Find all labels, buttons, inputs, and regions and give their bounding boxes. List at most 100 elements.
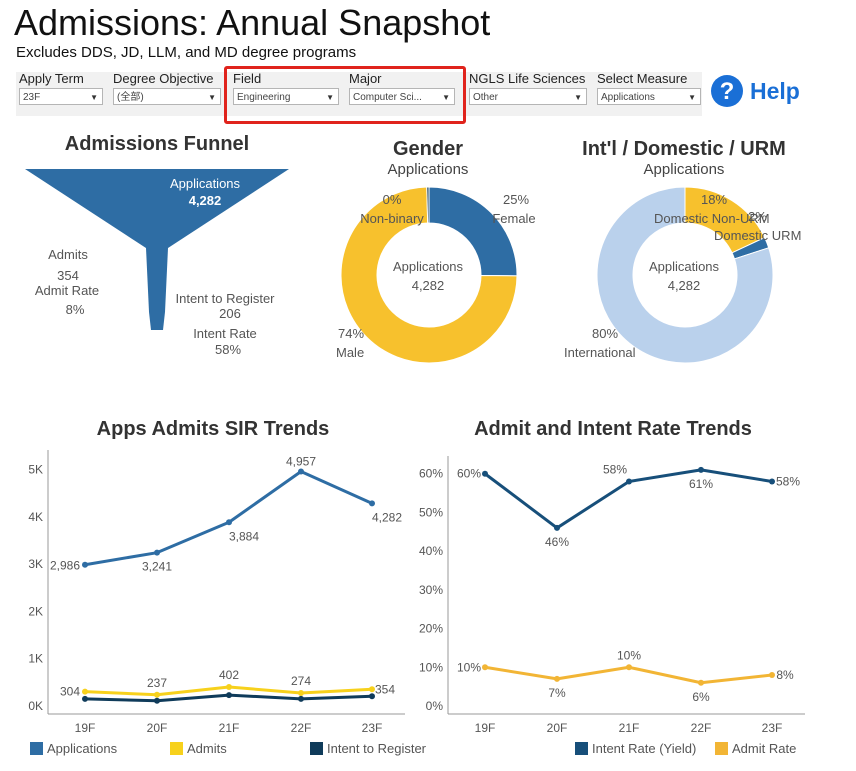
data-point[interactable] [226,692,232,699]
data-point[interactable] [482,470,488,477]
funnel-applications-value: 4,282 [188,193,222,208]
select-measure-dropdown[interactable]: Applications ▼ [597,88,701,105]
y-tick-label: 2K [28,604,43,618]
filter-label: Field [233,71,262,86]
data-point[interactable] [769,672,775,679]
dropdown-value: (全部) [117,92,144,103]
funnel-intent-value: 206 [219,306,241,321]
gender-subtitle: Applications [387,161,469,178]
data-point[interactable] [369,693,375,700]
data-point[interactable] [298,690,304,697]
intl-center-label: Applications [648,259,720,274]
data-label: 46% [545,535,569,549]
intl-slice-international[interactable] [596,186,774,364]
filter-major[interactable]: Major Computer Sci... ▼ [346,70,458,105]
dropdown-value: Computer Sci... [353,92,422,103]
ngls-dropdown[interactable]: Other ▼ [469,88,587,105]
funnel-applications-segment [25,169,289,248]
data-label: 8% [776,668,794,682]
funnel-admits-label: Admits [48,247,88,262]
funnel-admit-rate-value: 8% [65,302,85,317]
data-point[interactable] [554,675,560,682]
apps-trend-title: Apps Admits SIR Trends [96,418,330,440]
gender-donut-chart [340,186,518,364]
data-label: 3,884 [229,529,259,543]
filter-ngls-life-sciences[interactable]: NGLS Life Sciences Other ▼ [466,70,590,105]
data-point[interactable] [226,519,232,526]
data-point[interactable] [82,695,88,702]
y-tick-label: 10% [419,660,443,674]
filter-apply-term[interactable]: Apply Term 23F ▼ [16,70,106,105]
y-tick-label: 40% [419,544,443,558]
data-label: 354 [375,682,395,696]
data-point[interactable] [626,478,632,485]
y-tick-label: 1K [28,652,43,666]
dropdown-arrow-icon: ▼ [442,93,450,102]
data-point[interactable] [154,549,160,556]
legend-label: Admit Rate [732,741,797,756]
x-tick-label: 23F [762,721,783,735]
data-label: 237 [147,676,167,690]
gender-center-label: Applications [392,259,464,274]
data-label: 6% [692,690,710,704]
funnel-intent-segment [149,312,165,330]
data-label: 10% [617,648,641,662]
apply-term-dropdown[interactable]: 23F ▼ [19,88,103,105]
filter-label: Degree Objective [113,71,214,86]
data-point[interactable] [369,500,375,507]
dropdown-arrow-icon: ▼ [574,93,582,102]
degree-objective-dropdown[interactable]: (全部) ▼ [113,88,221,105]
gender-slice-male[interactable] [340,186,518,364]
filter-label: Select Measure [597,71,688,86]
gender-female-pct: 25% [502,192,530,207]
intl-title: Int'l / Domestic / URM [582,138,786,160]
funnel-intent-label: Intent to Register [175,291,275,306]
data-label: 60% [457,467,481,481]
major-dropdown[interactable]: Computer Sci... ▼ [349,88,455,105]
data-label: 4,957 [286,454,316,468]
gender-nonbinary-pct: 0% [382,192,402,207]
gender-male-label: Male [336,345,365,360]
data-point[interactable] [226,683,232,690]
data-point[interactable] [298,468,304,475]
dropdown-value: Other [473,92,499,103]
legend-label: Admits [187,741,227,756]
legend-swatch [170,742,183,755]
data-point[interactable] [482,664,488,671]
data-point[interactable] [554,524,560,531]
data-label: 2,986 [50,559,80,573]
intl-subtitle: Applications [643,161,725,178]
gender-male-pct: 74% [338,326,365,341]
x-tick-label: 19F [475,721,496,735]
data-label: 4,282 [372,510,402,524]
field-dropdown[interactable]: Engineering ▼ [233,88,339,105]
legend-swatch [310,742,323,755]
x-tick-label: 19F [75,721,96,735]
data-label: 304 [60,685,80,699]
help-button[interactable]: ? Help [710,74,800,108]
data-point[interactable] [154,691,160,698]
data-point[interactable] [298,695,304,702]
data-point[interactable] [154,697,160,704]
help-label: Help [750,77,800,104]
data-point[interactable] [82,561,88,568]
legend-label: Intent to Register [327,741,426,756]
data-label: 58% [776,474,800,488]
series-line-applications[interactable] [84,469,373,567]
data-point[interactable] [698,679,704,686]
filter-select-measure[interactable]: Select Measure Applications ▼ [594,70,704,105]
y-tick-label: 20% [419,622,443,636]
gender-female-label: Female [492,211,536,226]
data-point[interactable] [626,664,632,671]
data-point[interactable] [769,478,775,485]
funnel-admit-rate-label: Admit Rate [34,283,100,298]
filter-field[interactable]: Field Engineering ▼ [230,70,342,105]
data-point[interactable] [369,686,375,693]
filter-degree-objective[interactable]: Degree Objective (全部) ▼ [110,70,224,105]
gender-title: Gender [392,138,464,160]
gender-slice-non-binary[interactable] [426,186,430,224]
data-point[interactable] [698,466,704,473]
data-point[interactable] [82,688,88,695]
legend-swatch [715,742,728,755]
